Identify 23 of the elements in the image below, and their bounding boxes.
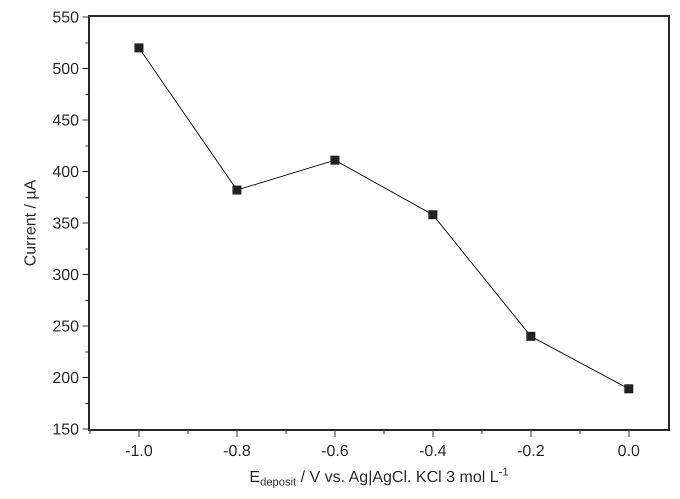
- y-tick-label: 300: [52, 267, 80, 284]
- y-tick-label: 250: [52, 318, 80, 336]
- y-tick-label: 450: [52, 112, 80, 130]
- x-axis-title: E$_{deposit}$ / V vs. Ag|AgCl. KCl 3 mol L$^{-1}$: [249, 466, 509, 489]
- y-tick-label: 400: [52, 164, 80, 182]
- x-tick-label: 0.0: [618, 442, 640, 460]
- x-tick-label: -0.2: [517, 442, 545, 460]
- point: [526, 332, 536, 341]
- point: [624, 384, 634, 394]
- point: [428, 210, 438, 220]
- point: [232, 186, 242, 195]
- y-tick-label: 500: [52, 61, 80, 78]
- y-tick-label: 150: [52, 422, 80, 439]
- y-tick-label: 550: [52, 10, 80, 27]
- x-tick-label: -0.8: [223, 442, 251, 460]
- y-axis-title: Current / µA: [22, 179, 40, 266]
- x-tick-label: -0.6: [321, 442, 349, 460]
- y-tick-label: 200: [52, 370, 80, 388]
- point: [134, 43, 144, 52]
- y-tick-label: 350: [52, 216, 80, 233]
- x-tick-label: -1.0: [125, 442, 153, 460]
- point: [330, 156, 340, 165]
- x-tick-label: -0.4: [419, 442, 447, 460]
